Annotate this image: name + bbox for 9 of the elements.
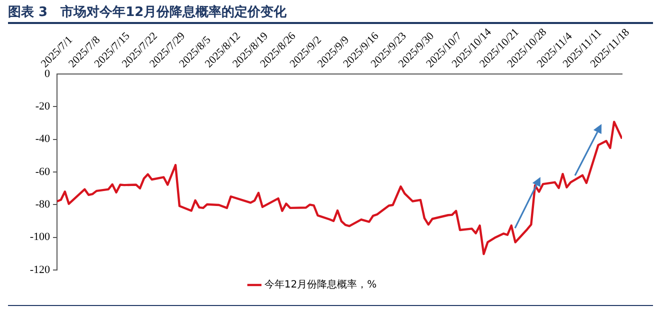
y-tick-label: -80 (35, 198, 50, 211)
y-tick-label: -40 (35, 133, 50, 146)
legend-label: 今年12月份降息概率，% (264, 278, 377, 291)
chart-title: 图表 3 市场对今年12月份降息概率的定价变化 (8, 3, 653, 24)
y-tick-label: -20 (35, 100, 50, 113)
y-tick-label: 0 (44, 68, 50, 80)
y-tick-label: -120 (30, 264, 50, 276)
y-tick-label: -60 (35, 166, 50, 178)
y-tick-label: -100 (30, 231, 50, 244)
